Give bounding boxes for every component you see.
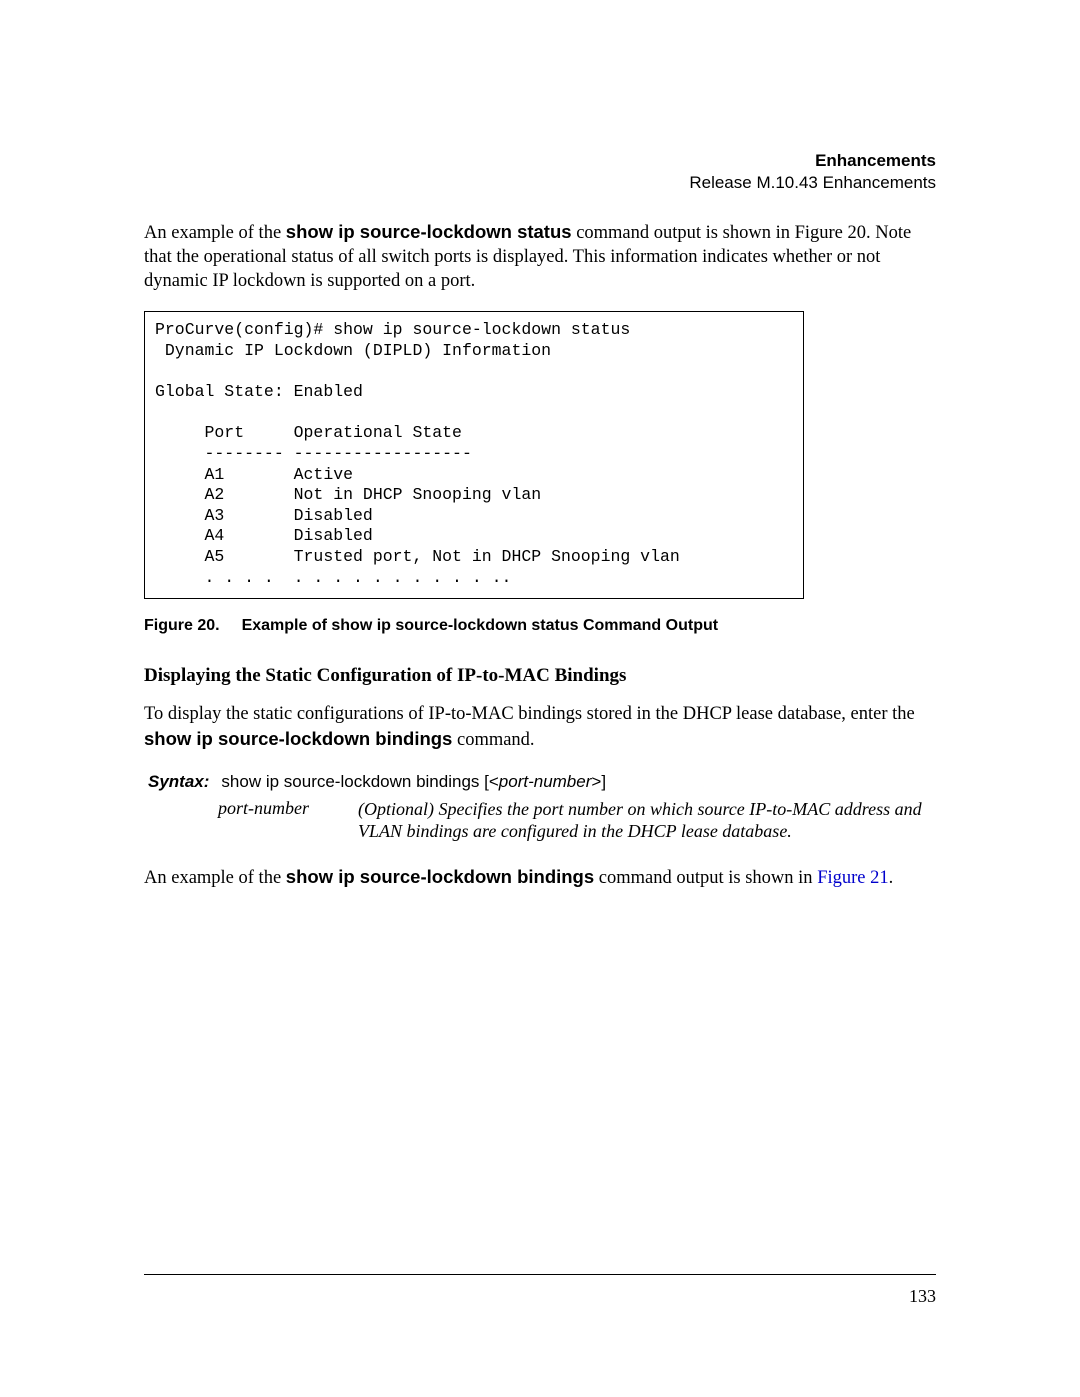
syntax-desc-val: (Optional) Specifies the port number on … (358, 798, 936, 843)
syntax-label: Syntax: (148, 772, 209, 791)
syntax-cmd-param: port-number (499, 772, 592, 791)
figure-number: Figure 20. (144, 617, 220, 634)
para1-bold-cmd: show ip source-lockdown status (286, 221, 572, 242)
code-line: Dynamic IP Lockdown (DIPLD) Information (155, 341, 551, 360)
para3-post: . (889, 868, 894, 888)
para3-pre: An example of the (144, 868, 286, 888)
code-line: Global State: Enabled (155, 382, 363, 401)
code-line: . . . . . . . . . . . . . . .. (155, 568, 511, 587)
intro-paragraph: An example of the show ip source-lockdow… (144, 220, 936, 293)
syntax-block: Syntax: show ip source-lockdown bindings … (148, 771, 936, 843)
section-subheading: Displaying the Static Configuration of I… (144, 665, 936, 687)
code-line: ProCurve(config)# show ip source-lockdow… (155, 320, 630, 339)
syntax-description: port-number (Optional) Specifies the por… (218, 798, 936, 843)
code-line: A5 Trusted port, Not in DHCP Snooping vl… (155, 547, 680, 566)
page-number: 133 (909, 1286, 936, 1307)
closing-paragraph: An example of the show ip source-lockdow… (144, 865, 936, 891)
code-line: A1 Active (155, 465, 353, 484)
para2-bold-cmd: show ip source-lockdown bindings (144, 728, 452, 749)
figure-caption: Figure 20. Example of show ip source-lock… (144, 617, 936, 635)
code-line: A3 Disabled (155, 506, 373, 525)
page-header: Enhancements Release M.10.43 Enhancement… (144, 150, 936, 194)
para3-mid: command output is shown in (594, 868, 817, 888)
syntax-desc-key: port-number (218, 798, 358, 843)
para1-pre: An example of the (144, 223, 286, 243)
code-line: Port Operational State (155, 423, 462, 442)
para2-post: command. (452, 730, 534, 750)
syntax-cmd-pre: show ip source-lockdown bindings [< (221, 772, 498, 791)
footer-rule (144, 1274, 936, 1275)
command-output-box: ProCurve(config)# show ip source-lockdow… (144, 311, 804, 599)
page-content: Enhancements Release M.10.43 Enhancement… (0, 0, 1080, 1397)
syntax-cmd-post: >] (591, 772, 606, 791)
code-line: A2 Not in DHCP Snooping vlan (155, 485, 541, 504)
header-title: Enhancements (144, 150, 936, 172)
header-subtitle: Release M.10.43 Enhancements (144, 172, 936, 194)
code-line: A4 Disabled (155, 526, 373, 545)
para3-bold-cmd: show ip source-lockdown bindings (286, 866, 594, 887)
code-line: -------- ------------------ (155, 444, 472, 463)
bindings-paragraph: To display the static configurations of … (144, 703, 936, 752)
syntax-line: Syntax: show ip source-lockdown bindings … (148, 771, 936, 792)
figure-link[interactable]: Figure 21 (817, 868, 888, 888)
para2-pre: To display the static configurations of … (144, 704, 915, 724)
figure-caption-text: Example of show ip source-lockdown statu… (242, 617, 719, 634)
